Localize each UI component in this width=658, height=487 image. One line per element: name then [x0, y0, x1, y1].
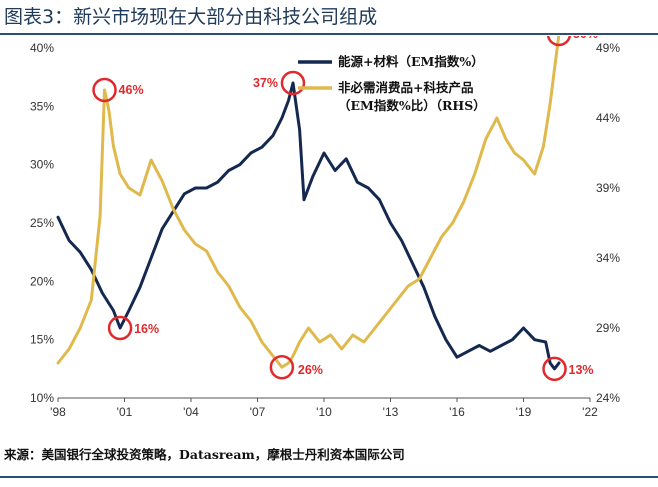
x-tick-label: '19 — [516, 405, 532, 419]
left-tick-label: 35% — [30, 99, 54, 113]
x-tick-label: '04 — [183, 405, 199, 419]
annotation-label: 26% — [298, 363, 323, 377]
figure-title: 图表3：新兴市场现在大部分由科技公司组成 — [4, 6, 378, 28]
line-chart: 10% 15% 20% 25% 30% 35% 40% 24% 29% 34% 39% 44% 49%… — [30, 36, 620, 419]
right-tick-label: 24% — [596, 391, 620, 405]
x-tick-label: '10 — [316, 405, 332, 419]
annotation-circle — [542, 356, 567, 382]
x-axis-ticks: '98 '01 '04 '07 '10 '13 '16 '19 '22 — [50, 398, 598, 419]
right-tick-label: 39% — [596, 181, 620, 195]
x-tick-label: '07 — [250, 405, 266, 419]
annotation-circle — [107, 315, 133, 341]
left-axis-ticks: 10% 15% 20% 25% 30% 35% 40% — [30, 41, 54, 405]
annotation-label: 46% — [119, 83, 144, 97]
annotation-label: 13% — [569, 363, 594, 377]
x-tick-label: '01 — [117, 405, 133, 419]
legend: 能源+材料（EM指数%） 非必需消费品+科技产品 （EM指数%比）（RHS） — [298, 54, 486, 113]
left-tick-label: 30% — [30, 158, 54, 172]
annotation-label: 16% — [134, 322, 159, 336]
annotation-circle — [92, 77, 117, 103]
legend-label-tech: 非必需消费品+科技产品 — [338, 80, 473, 95]
x-tick-label: '13 — [383, 405, 399, 419]
left-tick-label: 15% — [30, 333, 54, 347]
right-tick-label: 34% — [596, 251, 620, 265]
legend-label-tech-line2: （EM指数%比）（RHS） — [338, 98, 486, 113]
right-tick-label: 49% — [596, 41, 620, 55]
series-lines — [56, 36, 561, 371]
legend-label-energy: 能源+材料（EM指数%） — [338, 54, 484, 69]
x-tick-label: '16 — [449, 405, 465, 419]
chart-area: 10% 15% 20% 25% 30% 35% 40% 24% 29% 34% 39% 44% 49%… — [0, 36, 658, 434]
title-divider — [0, 33, 658, 35]
source-note: 来源：美国银行全球投资策略，Datasream，摩根士丹利资本国际公司 — [4, 447, 405, 462]
right-tick-label: 29% — [596, 321, 620, 335]
left-tick-label: 10% — [30, 391, 54, 405]
x-tick-label: '22 — [582, 405, 598, 419]
annotation-circle — [546, 36, 572, 47]
annotation-circle — [269, 354, 295, 380]
annotations: 37% 46% 16% 26% 50% 13% — [92, 36, 598, 382]
bottom-divider — [0, 476, 658, 478]
left-tick-label: 20% — [30, 274, 54, 288]
x-tick-label: '98 — [50, 405, 66, 419]
right-tick-label: 44% — [596, 111, 620, 125]
right-axis-ticks: 24% 29% 34% 39% 44% 49% — [596, 41, 620, 405]
annotation-label: 50% — [573, 36, 598, 41]
annotation-circle — [280, 70, 306, 96]
energy-materials-line — [56, 81, 561, 371]
consumer-tech-line — [56, 36, 561, 369]
left-tick-label: 40% — [30, 41, 54, 55]
annotation-label: 37% — [253, 76, 278, 90]
left-tick-label: 25% — [30, 216, 54, 230]
